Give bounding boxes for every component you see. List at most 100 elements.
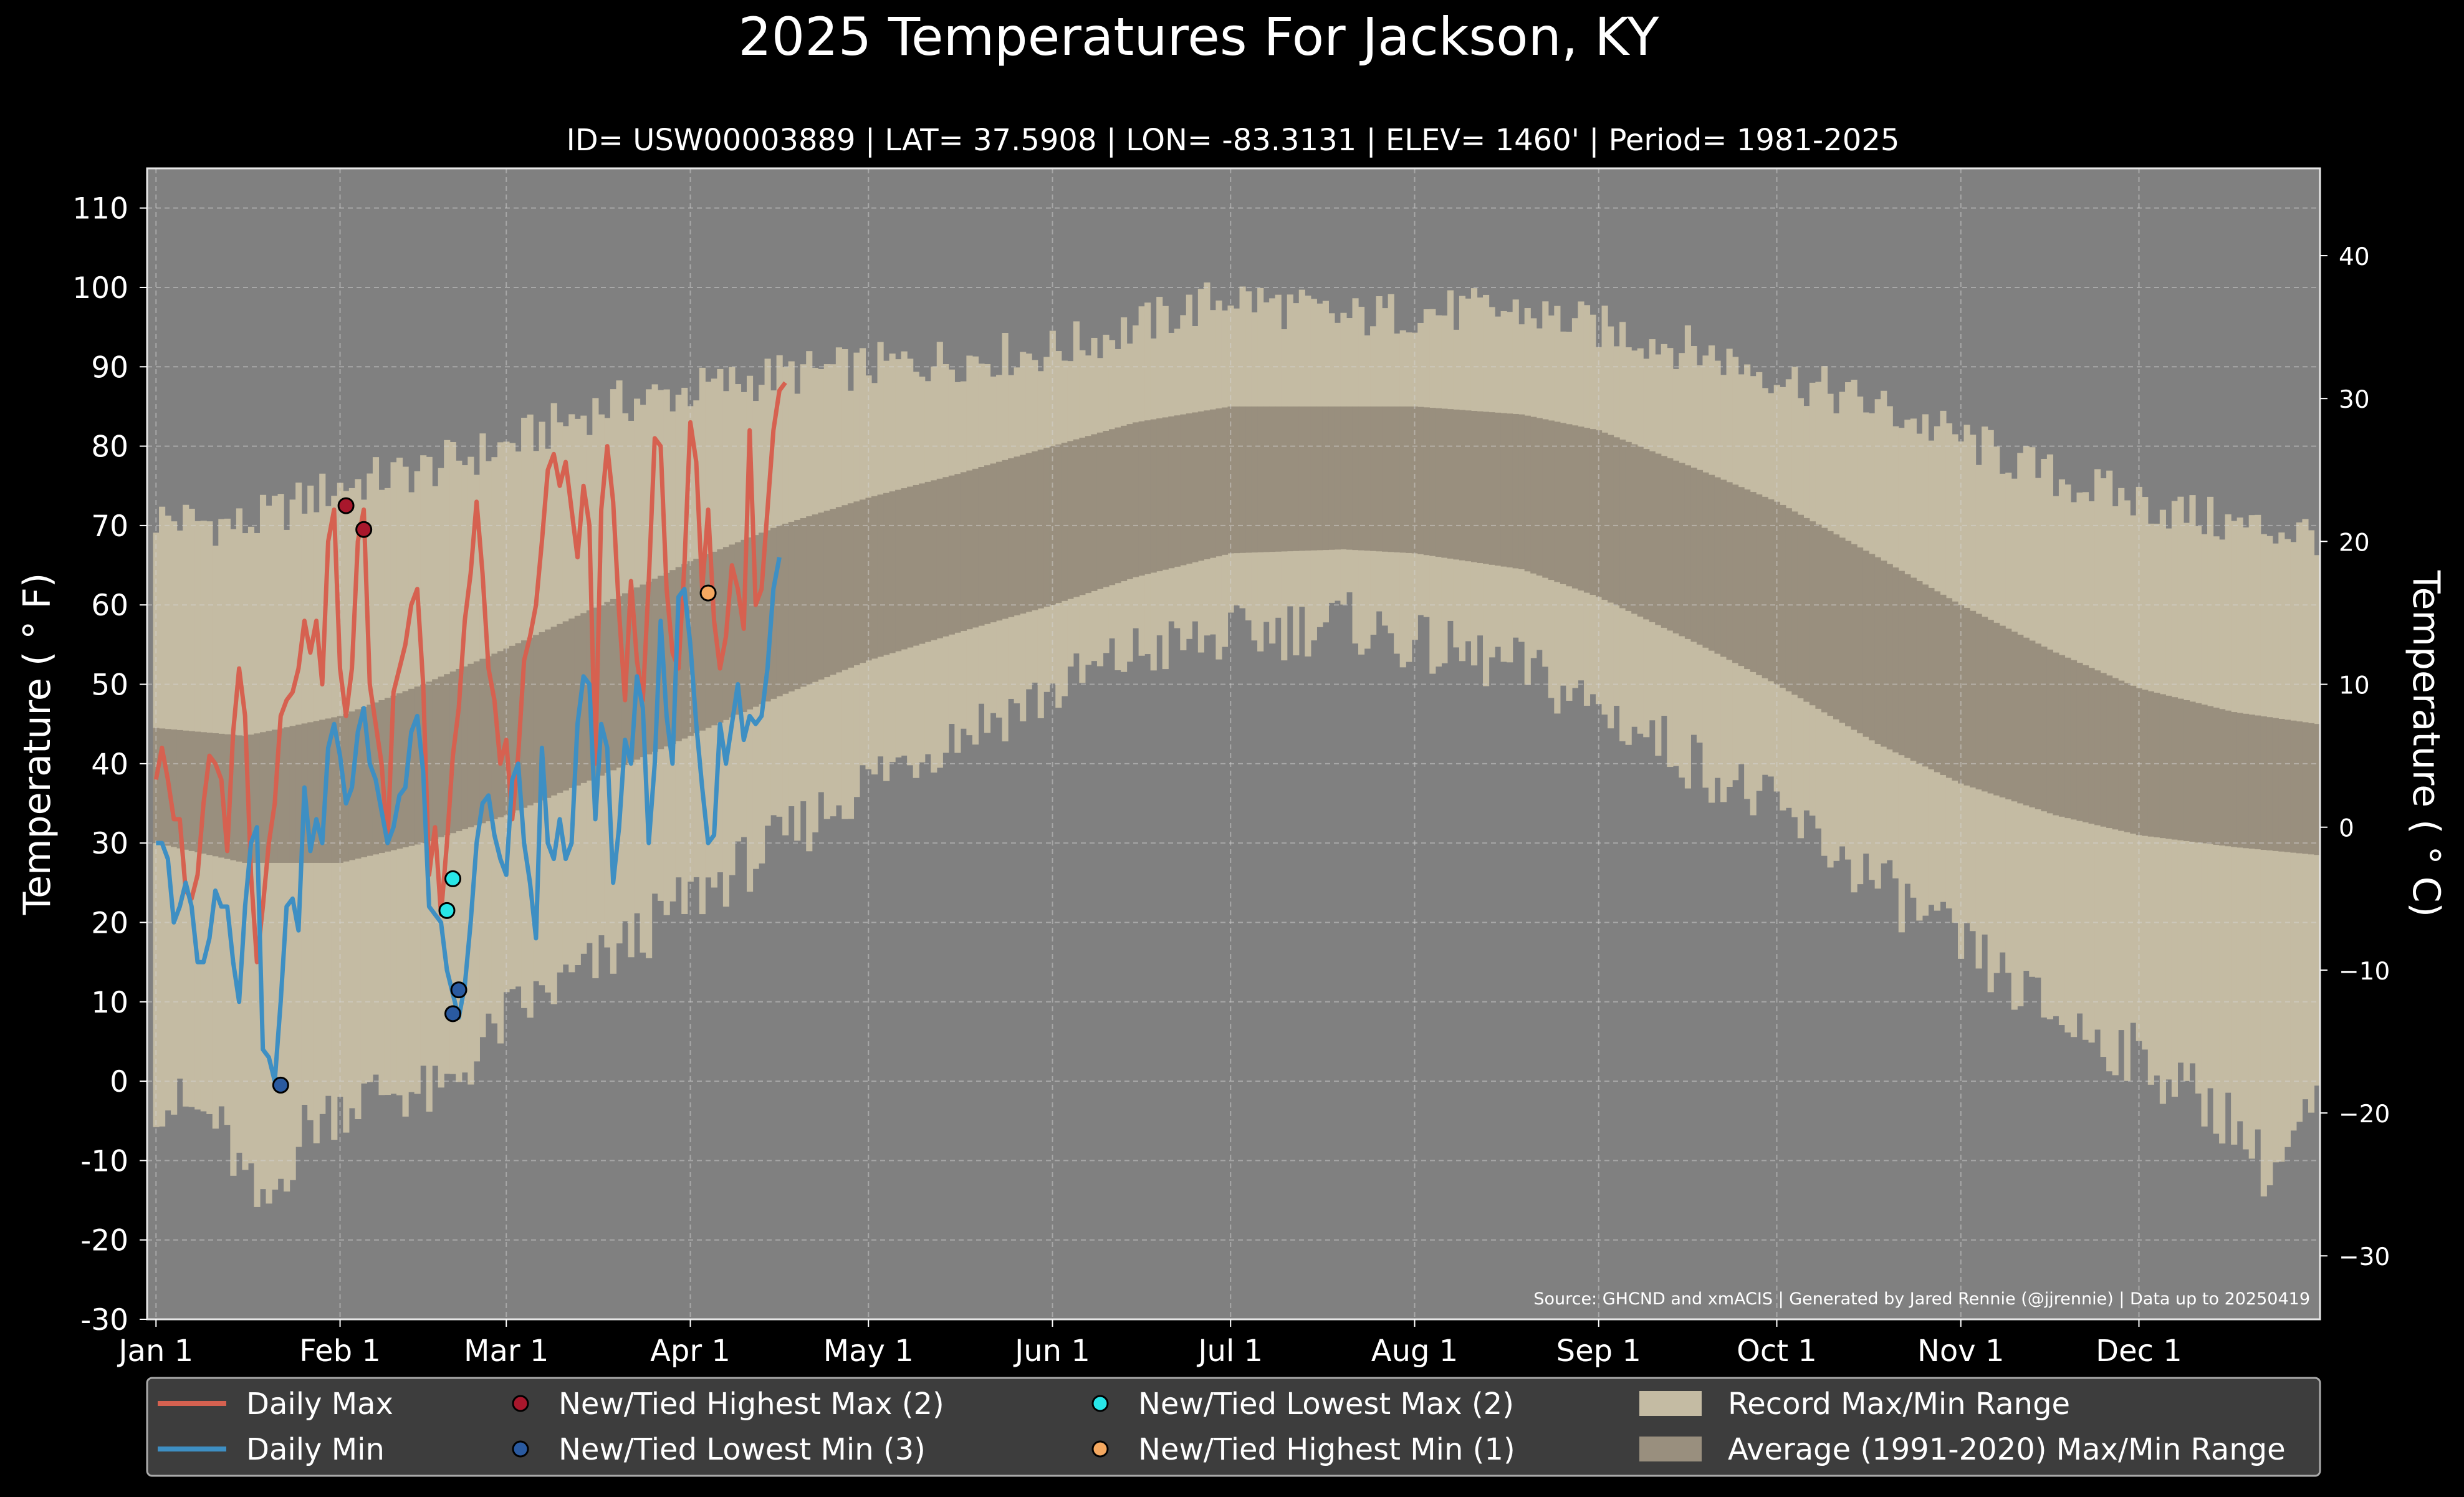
average-range-bar — [2112, 678, 2119, 830]
record-range-bar — [2260, 534, 2267, 1196]
average-range-bar — [1025, 453, 1032, 612]
average-range-bar — [2296, 721, 2303, 854]
average-range-bar — [254, 733, 261, 863]
average-range-bar — [1316, 406, 1323, 551]
average-range-bar — [1406, 406, 1412, 553]
average-range-bar — [990, 463, 997, 623]
average-range-bar — [1518, 414, 1525, 569]
average-range-bar — [871, 496, 878, 659]
average-range-bar — [1049, 446, 1056, 605]
average-range-bar — [1014, 456, 1020, 615]
average-range-bar — [764, 530, 771, 702]
average-range-bar — [1845, 541, 1852, 726]
average-range-bar — [236, 735, 242, 862]
average-range-bar — [313, 721, 320, 863]
average-range-bar — [1364, 406, 1371, 551]
average-range-bar — [924, 481, 931, 642]
average-range-bar — [2165, 695, 2172, 839]
average-range-bar — [835, 507, 842, 673]
average-range-bar — [176, 729, 183, 849]
average-range-bar — [907, 486, 914, 648]
legend-swatch-marker — [512, 1395, 529, 1412]
average-range-bar — [2070, 660, 2078, 820]
average-range-bar — [2302, 722, 2309, 854]
average-range-bar — [2147, 691, 2154, 837]
average-range-bar — [2029, 640, 2036, 807]
average-range-bar — [188, 731, 195, 851]
average-range-bar — [461, 666, 468, 829]
average-range-bar — [1649, 451, 1656, 622]
average-range-bar — [948, 475, 955, 635]
average-range-bar — [1133, 422, 1139, 577]
average-range-bar — [1821, 527, 1828, 713]
average-range-bar — [1524, 415, 1531, 572]
average-range-bar — [1768, 499, 1775, 681]
average-range-bar — [360, 706, 368, 857]
average-range-bar — [1690, 468, 1697, 642]
average-range-bar — [1275, 406, 1282, 552]
y-tick-label: -30 — [80, 1303, 128, 1337]
legend-item: New/Tied Lowest Max (2) — [1091, 1387, 1514, 1422]
average-range-bar — [568, 619, 575, 788]
x-tick-label: Aug 1 — [1371, 1334, 1459, 1369]
average-range-bar — [2035, 643, 2041, 810]
average-range-bar — [889, 491, 896, 653]
average-range-bar — [1411, 406, 1418, 554]
legend-label: New/Tied Highest Max (2) — [558, 1387, 944, 1422]
average-range-bar — [681, 564, 688, 739]
average-range-bar — [497, 651, 504, 817]
average-range-bar — [1892, 567, 1899, 753]
average-range-bar — [183, 730, 189, 850]
y-right-tick-label: 20 — [2339, 529, 2370, 557]
y-axis-label-left: Temperature ( ° F) — [16, 573, 59, 916]
average-range-bar — [1542, 419, 1549, 578]
legend-swatch-patch — [1639, 1391, 1702, 1416]
average-range-bar — [1085, 436, 1092, 594]
average-range-bar — [966, 470, 973, 630]
average-range-bar — [1791, 511, 1798, 695]
average-range-bar — [1797, 514, 1804, 698]
average-range-bar — [1815, 524, 1822, 709]
plot-frame — [146, 167, 2321, 1321]
average-range-bar — [859, 499, 866, 663]
average-range-bar — [2046, 649, 2053, 814]
average-range-bar — [2076, 662, 2083, 821]
average-range-bar — [2260, 716, 2267, 850]
average-range-bar — [289, 726, 296, 863]
average-range-bar — [1281, 406, 1288, 552]
average-range-bar — [295, 724, 302, 863]
average-range-bar — [782, 523, 789, 694]
average-range-bar — [1144, 420, 1151, 574]
legend-item: Average (1991-2020) Max/Min Range — [1639, 1432, 2286, 1467]
average-range-bar — [2266, 717, 2273, 850]
average-range-bar — [1601, 432, 1608, 600]
average-range-bar — [598, 605, 605, 776]
average-range-bar — [1121, 425, 1128, 582]
average-range-bar — [485, 656, 492, 822]
x-tick-label: Dec 1 — [2096, 1334, 2182, 1369]
average-range-bar — [1714, 477, 1721, 654]
average-range-bar — [242, 736, 249, 863]
average-range-bar — [1720, 479, 1727, 657]
average-range-bar — [1785, 508, 1792, 691]
average-range-bar — [1625, 441, 1632, 611]
x-tick-label: Mar 1 — [464, 1334, 549, 1369]
average-range-bar — [2290, 720, 2297, 853]
average-range-bar — [1679, 463, 1685, 637]
average-range-bar — [759, 532, 765, 705]
average-range-bar — [1833, 534, 1840, 720]
y-tick-label: -20 — [80, 1224, 128, 1258]
average-range-bar — [604, 602, 611, 773]
average-range-bar — [2106, 675, 2113, 829]
average-range-bar — [1958, 605, 1965, 784]
average-range-bar — [1554, 421, 1561, 582]
average-range-bar — [1566, 424, 1573, 587]
average-range-bar — [752, 535, 759, 707]
average-range-bar — [1744, 489, 1751, 670]
average-range-bar — [2094, 670, 2101, 826]
average-range-bar — [1043, 448, 1050, 607]
average-range-bar — [1435, 408, 1442, 557]
average-range-bar — [1008, 458, 1015, 617]
average-range-bar — [746, 537, 754, 710]
average-range-bar — [159, 728, 166, 845]
